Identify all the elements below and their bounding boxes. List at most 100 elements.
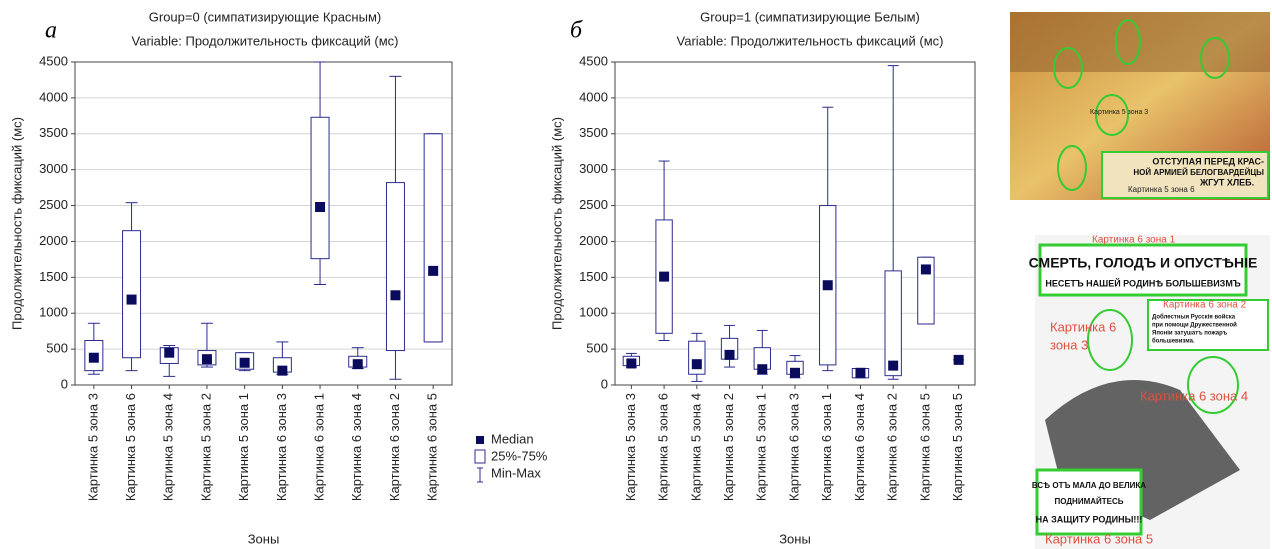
poster-text: СМЕРТЬ, ГОЛОДЪ И ОПУСТѢНІЕ (1029, 255, 1258, 271)
y-tick-label: 4500 (579, 53, 608, 68)
y-axis-label: Продолжительность фиксаций (мс) (9, 117, 24, 330)
panel-label: б (570, 18, 583, 44)
y-tick-label: 1500 (579, 269, 608, 284)
box (423, 133, 443, 343)
y-tick-label: 1500 (39, 269, 68, 284)
median (691, 359, 702, 370)
median (164, 347, 175, 358)
chart-title: Group=0 (симпатизирующие Красным) (149, 9, 381, 24)
y-tick-label: 4500 (39, 53, 68, 68)
y-tick-label: 1000 (579, 305, 608, 320)
poster-image-1: Картинка 5 зона 3 Картинка 5 зона 6 ОТСТ… (1010, 12, 1270, 200)
x-tick-label: Картинка 6 зона 2 (885, 393, 900, 501)
x-axis-label: Зоны (248, 531, 280, 546)
x-tick-label: Картинка 6 зона 1 (311, 393, 326, 501)
x-tick-label: Картинка 5 зона 2 (721, 393, 736, 501)
zone-box (1035, 468, 1143, 536)
median (920, 264, 931, 275)
median (315, 201, 326, 212)
poster-image-2: СМЕРТЬ, ГОЛОДЪ И ОПУСТѢНІЕ НЕСЕТЪ НАШЕЙ … (1029, 235, 1270, 549)
box (122, 230, 142, 359)
poster-text: большевизма. (1152, 338, 1195, 345)
box (310, 116, 330, 260)
box (385, 182, 405, 352)
poster-text: при помощи Дружественной (1152, 322, 1237, 329)
x-tick-label: Картинка 5 зона 5 (950, 393, 965, 501)
zone-ellipse (1095, 94, 1129, 136)
x-tick-label: Картинка 6 зона 4 (349, 393, 364, 501)
x-tick-label: Картинка 6 зона 2 (387, 393, 402, 501)
median (277, 365, 288, 376)
poster-text: ВСѢ ОТЪ МАЛА ДО ВЕЛИКА (1032, 481, 1146, 490)
y-tick-label: 2500 (579, 197, 608, 212)
zone-box (1038, 243, 1248, 297)
median (352, 359, 363, 370)
zone-ellipse (1187, 356, 1239, 414)
zone-label: Картинка 6 (1050, 319, 1116, 334)
x-tick-label: Картинка 5 зона 6 (656, 393, 671, 501)
y-tick-label: 3000 (579, 161, 608, 176)
zone-ellipse (1057, 145, 1087, 191)
y-tick-label: 2000 (579, 233, 608, 248)
median (239, 357, 250, 368)
x-tick-label: Картинка 5 зона 3 (623, 393, 638, 501)
x-axis-label: Зоны (779, 531, 811, 546)
zone-label: Картинка 5 зона 3 (1090, 109, 1148, 116)
zone-label: Картинка 6 зона 4 (1140, 388, 1248, 403)
x-tick-label: Картинка 6 зона 4 (852, 393, 867, 501)
median (390, 290, 401, 301)
zone-ellipse (1053, 47, 1083, 89)
zone-ellipse (1115, 19, 1141, 65)
y-tick-label: 2500 (39, 197, 68, 212)
zone-label: Картинка 6 зона 2 (1163, 300, 1247, 311)
panel-label: а (45, 18, 57, 44)
poster-text: НА ЗАЩИТУ РОДИНЫ!!! (1036, 514, 1143, 524)
plot-frame (74, 61, 453, 386)
zone-ellipse (1200, 37, 1230, 79)
poster-text: НОЙ АРМИЕЙ БЕЛОГВАРДЕЙЦЫ (1133, 168, 1264, 177)
legend-label: Min-Max (491, 465, 541, 480)
median (626, 358, 637, 369)
y-tick-label: 4000 (579, 89, 608, 104)
x-tick-label: Картинка 5 зона 3 (85, 393, 100, 501)
poster-text: Японіи затушатъ пожаръ (1152, 331, 1228, 337)
zone-box (1101, 151, 1269, 199)
y-tick-label: 0 (61, 376, 68, 391)
y-tick-label: 500 (46, 341, 68, 356)
median (88, 352, 99, 363)
x-tick-label: Картинка 5 зона 4 (161, 393, 176, 501)
median (126, 294, 137, 305)
x-tick-label: Картинка 6 зона 3 (274, 393, 289, 501)
zone-label: Картинка 6 зона 1 (1092, 235, 1176, 246)
x-tick-label: Картинка 5 зона 4 (688, 393, 703, 501)
zone-ellipse (1087, 309, 1133, 371)
legend-box (474, 449, 486, 464)
median (724, 349, 735, 360)
box (884, 270, 902, 377)
median (888, 360, 899, 371)
poster-text: ЖГУТ ХЛЕБ. (1199, 177, 1254, 187)
x-tick-label: Картинка 6 зона 5 (425, 393, 440, 501)
median (790, 367, 800, 378)
zone-label: зона 3 (1050, 337, 1088, 352)
x-tick-label: Картинка 6 зона 3 (786, 393, 801, 501)
median (201, 354, 212, 365)
legend-median (476, 436, 484, 444)
y-tick-label: 0 (601, 376, 608, 391)
x-tick-label: Картинка 6 зона 5 (917, 393, 932, 501)
y-tick-label: 3500 (39, 125, 68, 140)
legend-label: 25%-75% (491, 448, 548, 463)
zone-label: Картинка 6 зона 5 (1045, 531, 1153, 546)
box (688, 340, 706, 375)
y-tick-label: 4000 (39, 89, 68, 104)
y-tick-label: 500 (586, 341, 608, 356)
poster-text: ПОДНИМАЙТЕСЬ (1054, 497, 1123, 506)
median (659, 271, 670, 282)
median (428, 265, 439, 276)
chart-subtitle: Variable: Продолжительность фиксаций (мс… (677, 33, 944, 48)
y-axis-label: Продолжительность фиксаций (мс) (549, 117, 564, 330)
x-tick-label: Картинка 5 зона 2 (198, 393, 213, 501)
median (757, 364, 768, 375)
x-tick-label: Картинка 5 зона 1 (754, 393, 769, 501)
chart-title: Group=1 (симпатизирующие Белым) (700, 9, 920, 24)
